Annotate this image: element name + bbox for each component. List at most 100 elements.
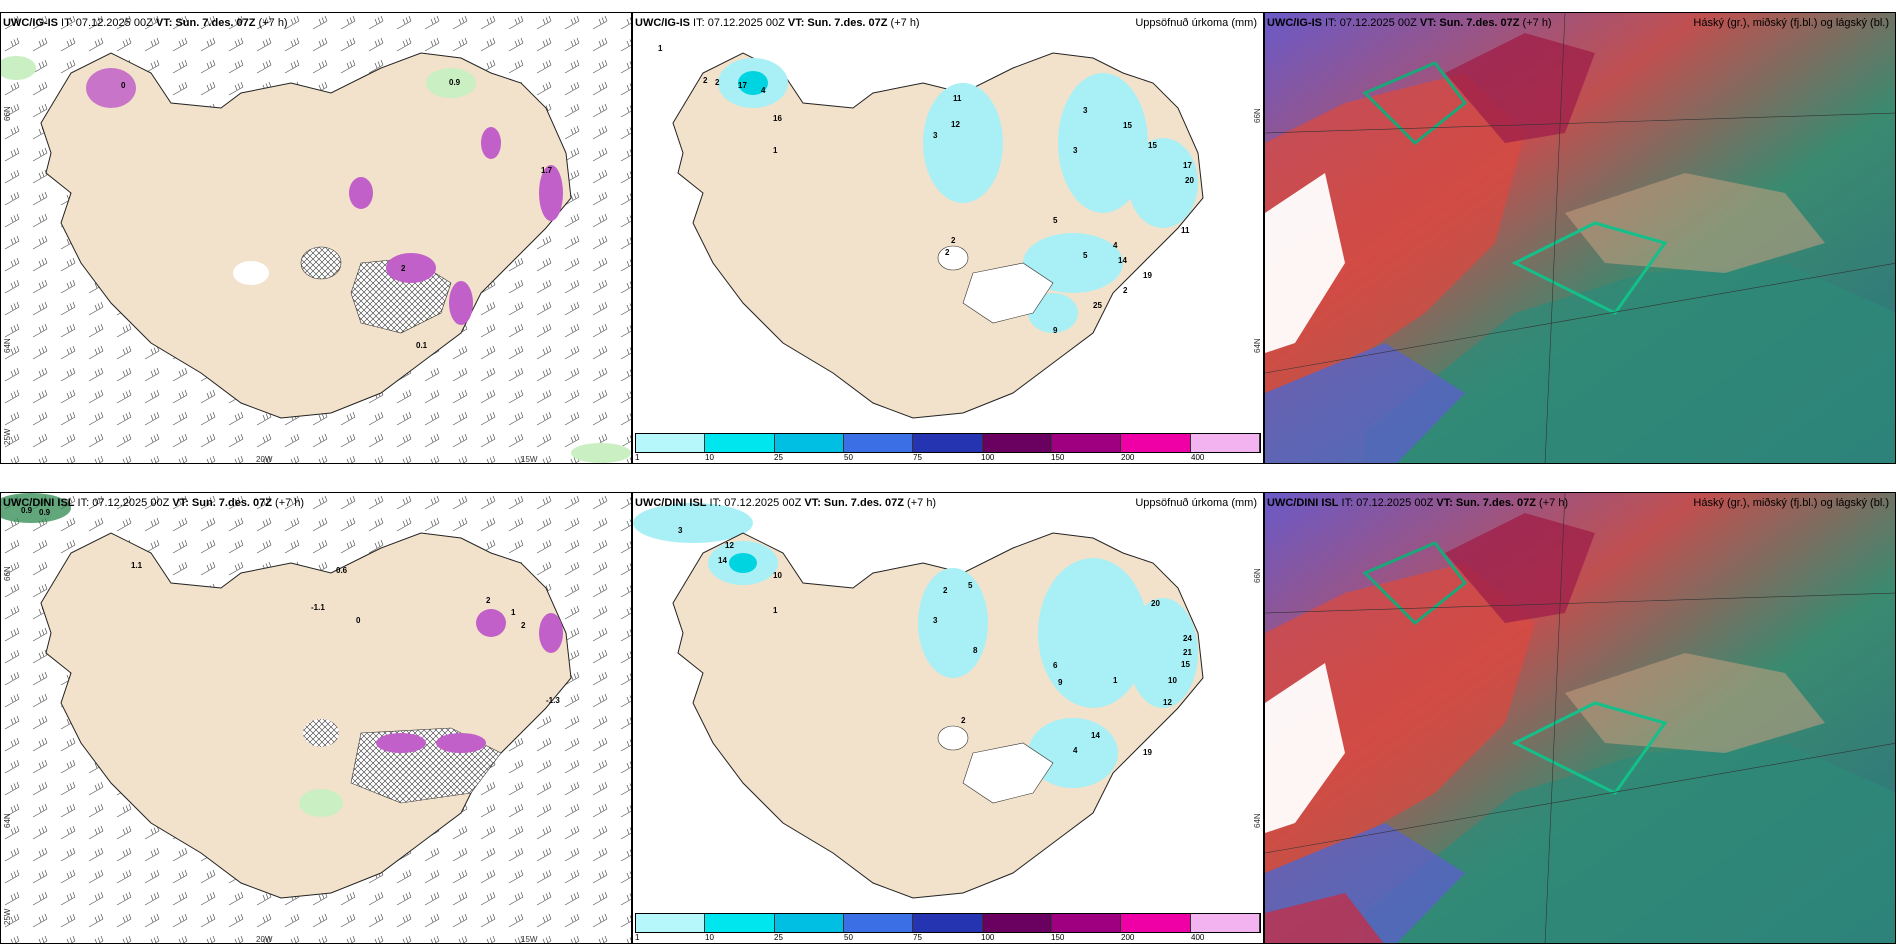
colorbar-tick: 400: [1191, 933, 1205, 942]
value-label: 3: [1073, 146, 1078, 155]
lon-label: 20W: [256, 935, 273, 944]
value-label: 2: [961, 716, 966, 725]
value-label: 1.7: [541, 166, 553, 175]
colorbar-swatch: [705, 434, 775, 452]
precip-panel-bottom: UWC/DINI ISL IT: 07.12.2025 00Z VT: Sun.…: [632, 492, 1264, 944]
colorbar-swatch: [774, 914, 844, 932]
value-label: 0.9: [39, 508, 51, 517]
colorbar-swatch: [1190, 914, 1260, 932]
value-label: 3: [933, 131, 938, 140]
value-label: 9: [1058, 678, 1063, 687]
colorbar-swatch: [1051, 434, 1122, 452]
value-label: 3: [933, 616, 938, 625]
value-label: 2: [945, 248, 950, 257]
colorbar-swatch: [636, 434, 706, 452]
precip-map: 1 2 2 17 4 16 1 11 12 3 3 3 15 15 17 20 …: [658, 44, 1204, 419]
panel-subtitle: Háský (gr.), miðský (fj.bl.) og lágský (…: [1693, 497, 1889, 509]
value-label: 12: [951, 120, 960, 129]
value-label: 2: [521, 621, 526, 630]
colorbar-tick: 10: [705, 453, 714, 462]
colorbar-swatch: [843, 914, 914, 932]
value-label: 25: [1093, 301, 1102, 310]
wind-panel-bottom: UWC/DINI ISL IT: 07.12.2025 00Z VT: Sun.…: [0, 492, 632, 944]
colorbar-swatch: [1121, 914, 1191, 932]
value-label: 20: [1185, 176, 1194, 185]
colorbar-tick: 100: [981, 933, 995, 942]
colorbar: [635, 913, 1261, 933]
value-label: 0: [356, 616, 361, 625]
colorbar-swatch: [913, 434, 983, 452]
value-label: 15: [1148, 141, 1157, 150]
value-label: 16: [773, 114, 782, 123]
panel-subtitle: Uppsöfnuð úrkoma (mm): [1135, 497, 1257, 509]
value-label: 17: [1183, 161, 1192, 170]
colorbar-tick: 200: [1121, 453, 1135, 462]
colorbar-tick: 75: [913, 933, 922, 942]
cloud-map: [1265, 13, 1895, 463]
lat-label: 66N: [3, 106, 12, 121]
value-label: 5: [1053, 216, 1058, 225]
colorbar-swatch: [982, 434, 1052, 452]
value-label: 15: [1181, 660, 1190, 669]
lat-label: 64N: [1253, 813, 1262, 828]
value-label: 9: [1053, 326, 1058, 335]
lat-label: 64N: [1253, 338, 1262, 353]
value-label: 10: [1168, 676, 1177, 685]
value-label: 0.6: [336, 566, 348, 575]
colorbar-tick: 400: [1191, 453, 1205, 462]
value-label: 11: [953, 94, 962, 103]
colorbar-tick: 100: [981, 453, 995, 462]
colorbar-tick: 10: [705, 933, 714, 942]
value-label: 10: [773, 571, 782, 580]
colorbar-tick: 25: [774, 933, 783, 942]
colorbar-swatch: [913, 914, 983, 932]
colorbar-tick: 150: [1051, 453, 1065, 462]
colorbar-tick: 50: [844, 453, 853, 462]
colorbar-tick: 1: [635, 933, 640, 942]
value-label: 19: [1143, 271, 1152, 280]
value-label: 1: [511, 608, 516, 617]
value-label: 2: [1123, 286, 1128, 295]
value-label: 20: [1151, 599, 1160, 608]
value-label: -1.3: [546, 696, 560, 705]
lat-label: 25W: [3, 428, 12, 445]
panel-title: UWC/IG-IS IT: 07.12.2025 00Z VT: Sun. 7.…: [1267, 17, 1552, 29]
lat-label: 66N: [1253, 568, 1262, 583]
value-label: 19: [1143, 748, 1152, 757]
value-label: 2: [703, 76, 708, 85]
cloud-map: [1265, 493, 1895, 943]
value-label: 0.9: [449, 78, 461, 87]
panel-title: UWC/IG-IS IT: 07.12.2025 00Z VT: Sun. 7.…: [635, 17, 920, 29]
value-label: 12: [1163, 698, 1172, 707]
value-label: 1: [773, 606, 778, 615]
value-label: 21: [1183, 648, 1192, 657]
colorbar-swatch: [982, 914, 1052, 932]
lat-label: 66N: [1253, 108, 1262, 123]
value-label: 1: [773, 146, 778, 155]
value-label: 2: [715, 78, 720, 87]
value-label: 2: [943, 586, 948, 595]
colorbar-tick: 1: [635, 453, 640, 462]
wind-map: 0.9 0 2 0.1 1.7: [1, 13, 631, 463]
colorbar-tick: 25: [774, 453, 783, 462]
iceland-land: [40, 52, 572, 419]
panel-title: UWC/DINI ISL IT: 07.12.2025 00Z VT: Sun.…: [1267, 497, 1569, 509]
value-label: 3: [678, 526, 683, 535]
value-label: 0.1: [416, 341, 428, 350]
colorbar-swatch: [843, 434, 914, 452]
value-label: 15: [1123, 121, 1132, 130]
value-label: 24: [1183, 634, 1192, 643]
value-label: 14: [718, 556, 727, 565]
value-label: 6: [1053, 661, 1058, 670]
panel-subtitle: Háský (gr.), miðský (fj.bl.) og lágský (…: [1693, 17, 1889, 29]
value-label: 1.1: [131, 561, 143, 570]
value-label: 14: [1118, 256, 1127, 265]
value-label: -1.1: [311, 603, 325, 612]
wind-map: 0.9 0.9 1.1 0.6 -1.1 0 2 1 2 -1.3: [1, 493, 631, 943]
precip-map: 3 12 14 10 1 2 5 8 3 6 9 20 24 21 15 10 …: [633, 503, 1204, 899]
value-label: 14: [1091, 731, 1100, 740]
colorbar-swatch: [1121, 434, 1191, 452]
colorbar-tick: 50: [844, 933, 853, 942]
value-label: 4: [1073, 746, 1078, 755]
value-label: 17: [738, 81, 747, 90]
